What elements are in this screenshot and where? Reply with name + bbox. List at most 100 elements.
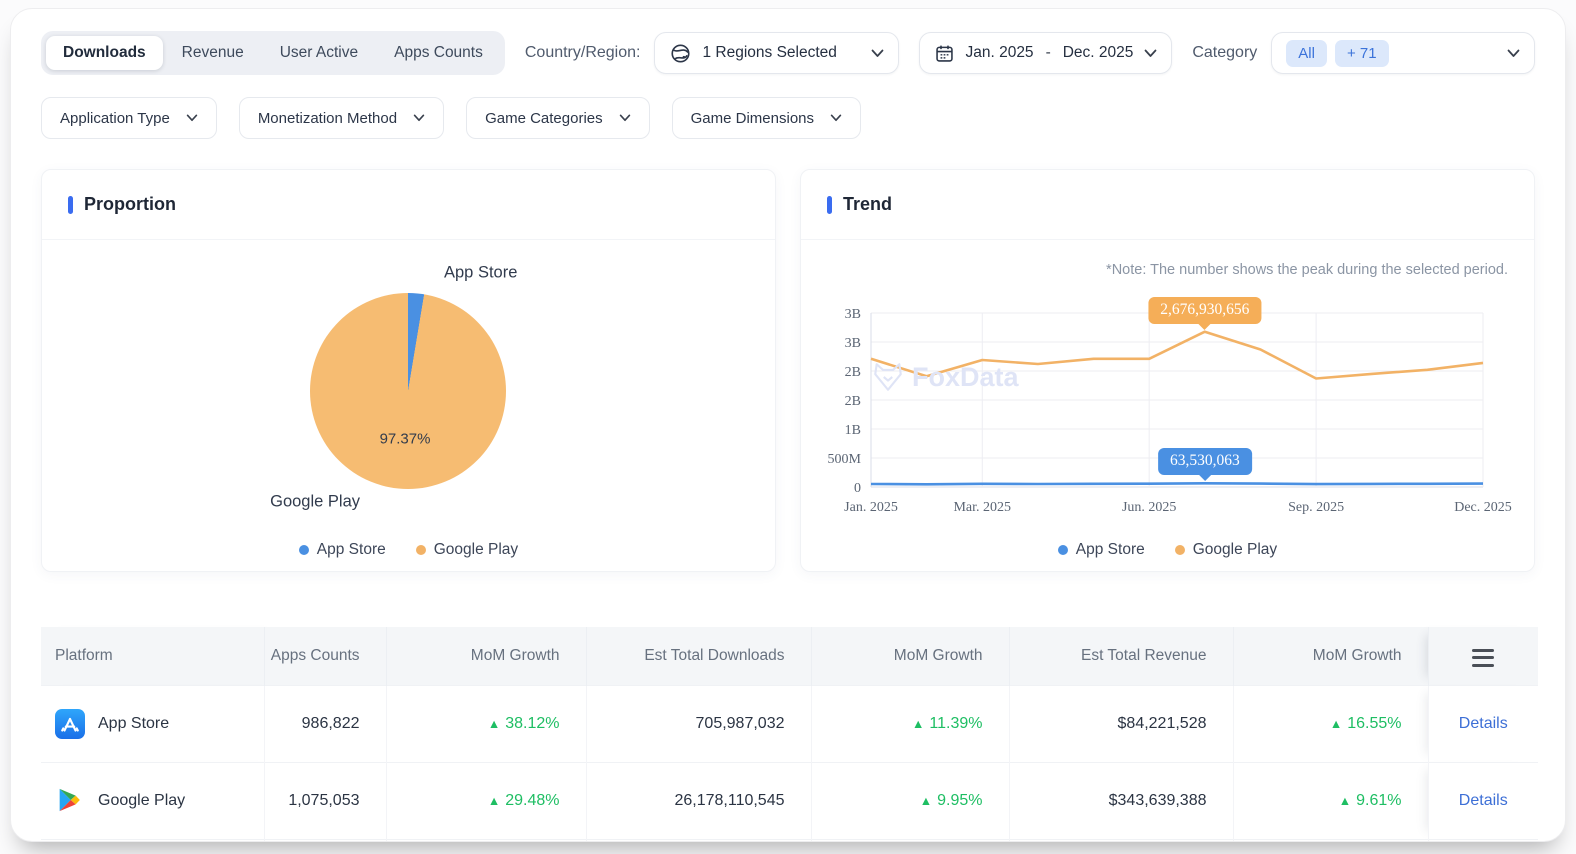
category-chip-more[interactable]: + 71 <box>1334 39 1389 67</box>
proportion-legend: App Store Google Play <box>42 541 775 559</box>
up-arrow-icon: ▲ <box>1338 793 1352 808</box>
svg-text:Jun. 2025: Jun. 2025 <box>1122 500 1176 515</box>
menu-icon[interactable] <box>1466 643 1500 673</box>
col-header-mom-growth-1: MoM Growth <box>386 627 587 685</box>
legend-dot-icon <box>1174 545 1185 555</box>
google-play-icon <box>55 786 85 816</box>
downloads-value: 705,987,032 <box>586 684 812 762</box>
svg-text:Sep. 2025: Sep. 2025 <box>1288 500 1344 515</box>
title-accent-bar <box>68 195 73 214</box>
svg-text:2B: 2B <box>845 394 861 409</box>
trend-grid <box>870 312 1484 488</box>
col-header-mom-growth-2: MoM Growth <box>811 627 1010 685</box>
col-header-est-total-downloads: Est Total Downloads <box>586 627 812 685</box>
title-accent-bar <box>827 195 832 214</box>
proportion-title: Proportion <box>84 194 176 214</box>
downloads-value: 26,178,110,545 <box>586 761 812 839</box>
chevron-down-icon <box>1144 49 1157 58</box>
svg-text:1B: 1B <box>845 423 861 438</box>
trend-legend: App Store Google Play <box>801 541 1534 559</box>
trend-line-google-play <box>870 330 1484 380</box>
filter-label: Game Dimensions <box>690 109 815 127</box>
details-link[interactable]: Details <box>1458 791 1508 809</box>
tab-revenue[interactable]: Revenue <box>181 44 244 61</box>
legend-item-google-play[interactable]: Google Play <box>1174 541 1277 559</box>
category-chip-all[interactable]: All <box>1286 39 1327 67</box>
platform-name: App Store <box>98 714 170 732</box>
trend-title: Trend <box>843 194 893 214</box>
legend-item-app-store[interactable]: App Store <box>1057 541 1145 559</box>
chevron-down-icon <box>871 49 884 58</box>
app-store-icon <box>55 708 85 739</box>
svg-text:2B: 2B <box>845 365 861 380</box>
trend-note: *Note: The number shows the peak during … <box>1106 262 1508 278</box>
legend-dot-icon <box>415 545 426 555</box>
proportion-pie-chart <box>310 293 506 489</box>
mom-growth-value: ▲ 29.48% <box>487 791 560 809</box>
platform-table-wrap: Platform Apps Counts MoM Growth Est Tota… <box>41 627 1538 841</box>
table-row-app-store: App Store 986,822 ▲ 38.12% 705,987,032 ▲ 1… <box>41 684 1538 762</box>
legend-dot-icon <box>1057 545 1068 555</box>
category-select[interactable]: All + 71 <box>1271 32 1535 74</box>
date-start: Jan. 2025 <box>965 44 1034 61</box>
trend-tooltip-appstore: 63,530,063 <box>1157 448 1252 476</box>
up-arrow-icon: ▲ <box>919 793 933 808</box>
filter-game-categories[interactable]: Game Categories <box>466 97 650 139</box>
filter-label: Game Categories <box>485 109 603 127</box>
col-header-mom-growth-3: MoM Growth <box>1233 627 1429 685</box>
trend-chart: 0 500M 1B 2B 2B 3B 3B Jan. 2025 Mar. 2025 Jun. 2… <box>828 307 1512 515</box>
filter-label: Application Type <box>60 109 170 127</box>
col-header-est-total-revenue: Est Total Revenue <box>1009 627 1234 685</box>
region-value: 1 Regions Selected <box>702 44 837 61</box>
revenue-value: $84,221,528 <box>1009 684 1234 762</box>
pie-label-app-store: App Store <box>444 263 518 282</box>
region-label: Country/Region: <box>524 44 641 61</box>
metric-tabs: Downloads Revenue User Active Apps Count… <box>41 31 505 75</box>
pie-leader-lines <box>42 240 342 390</box>
up-arrow-icon: ▲ <box>1329 716 1343 731</box>
up-arrow-icon: ▲ <box>487 793 501 808</box>
category-label: Category <box>1192 44 1258 61</box>
date-range-select[interactable]: Jan. 2025 - Dec. 2025 <box>919 32 1173 74</box>
trend-line-app-store <box>870 482 1484 486</box>
region-select[interactable]: 1 Regions Selected <box>654 32 900 74</box>
svg-text:Dec. 2025: Dec. 2025 <box>1454 500 1512 515</box>
tab-apps-counts[interactable]: Apps Counts <box>394 44 483 61</box>
up-arrow-icon: ▲ <box>912 716 925 731</box>
dashboard-card: Downloads Revenue User Active Apps Count… <box>10 8 1566 842</box>
legend-dot-icon <box>298 545 309 555</box>
mom-growth-value: ▲ 11.39% <box>912 714 983 732</box>
trend-panel: Trend *Note: The number shows the peak d… <box>800 169 1535 572</box>
filter-game-dimensions[interactable]: Game Dimensions <box>671 97 862 139</box>
table-row-clipped <box>41 838 1538 841</box>
date-separator: - <box>1045 44 1051 61</box>
mom-growth-value: ▲ 16.55% <box>1329 714 1402 732</box>
pie-percent-label: 97.37% <box>379 430 431 448</box>
filter-monetization-method[interactable]: Monetization Method <box>238 97 445 139</box>
svg-text:Jan. 2025: Jan. 2025 <box>844 500 898 515</box>
legend-item-app-store[interactable]: App Store <box>298 541 386 559</box>
up-arrow-icon: ▲ <box>487 716 501 731</box>
chevron-down-icon <box>830 114 842 122</box>
column-settings-header[interactable] <box>1428 627 1538 685</box>
svg-text:500M: 500M <box>828 452 862 467</box>
svg-text:3B: 3B <box>845 307 861 322</box>
globe-icon <box>669 42 692 65</box>
revenue-value: $343,639,388 <box>1009 761 1234 839</box>
trend-yticks: 0 500M 1B 2B 2B 3B 3B <box>828 307 862 496</box>
date-end: Dec. 2025 <box>1062 44 1134 61</box>
platform-name: Google Play <box>98 791 186 809</box>
legend-item-google-play[interactable]: Google Play <box>415 541 518 559</box>
chevron-down-icon <box>413 114 425 122</box>
svg-text:Mar. 2025: Mar. 2025 <box>953 500 1011 515</box>
proportion-panel: Proportion App Store Google Play 97.37% … <box>41 169 776 572</box>
tab-user-active[interactable]: User Active <box>279 44 359 61</box>
details-link[interactable]: Details <box>1458 714 1508 732</box>
filter-application-type[interactable]: Application Type <box>41 97 217 139</box>
mom-growth-value: ▲ 9.61% <box>1338 791 1402 809</box>
trend-tooltip-googleplay: 2,676,930,656 <box>1148 296 1262 324</box>
svg-text:3B: 3B <box>845 336 861 351</box>
tab-downloads[interactable]: Downloads <box>46 36 163 70</box>
calendar-icon <box>934 43 955 64</box>
filter-row: Application Type Monetization Method Gam… <box>41 97 1535 139</box>
